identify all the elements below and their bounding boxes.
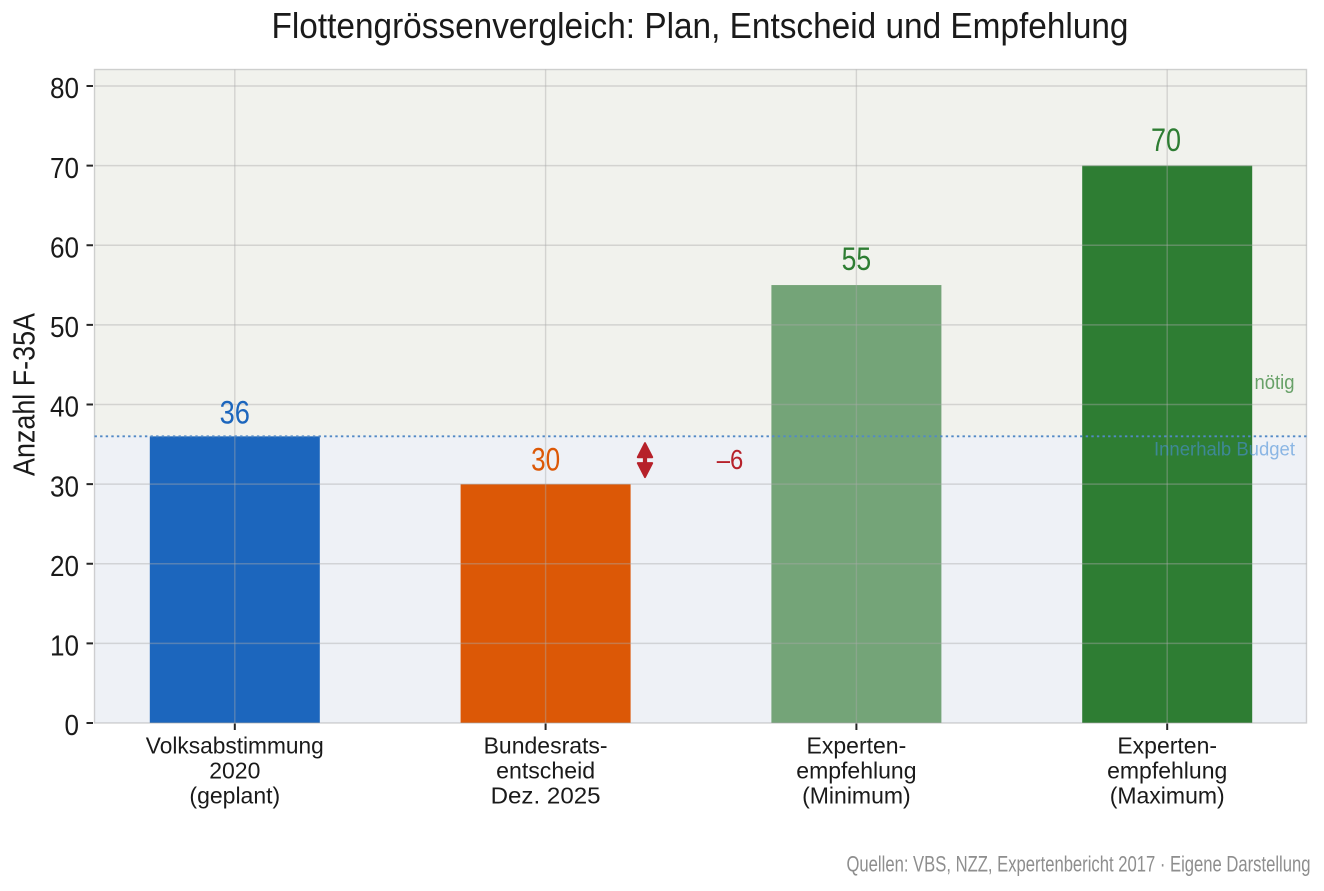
svg-text:Volksabstimmung: Volksabstimmung <box>146 733 324 759</box>
svg-text:–6: –6 <box>717 444 744 475</box>
svg-text:30: 30 <box>531 442 560 478</box>
svg-text:entscheid: entscheid <box>496 758 595 784</box>
svg-text:0: 0 <box>65 710 80 742</box>
svg-text:50: 50 <box>50 312 79 344</box>
svg-text:36: 36 <box>220 395 250 431</box>
svg-text:20: 20 <box>50 551 79 583</box>
svg-text:Dez. 2025: Dez. 2025 <box>491 783 601 809</box>
svg-text:Anzahl F-35A: Anzahl F-35A <box>7 313 42 476</box>
svg-text:Innerhalb Budget: Innerhalb Budget <box>1154 439 1296 460</box>
svg-text:70: 70 <box>1151 122 1181 158</box>
svg-text:empfehlung: empfehlung <box>796 758 916 784</box>
svg-text:Quellen: VBS, NZZ, Expertenber: Quellen: VBS, NZZ, Expertenbericht 2017 … <box>847 852 1311 877</box>
svg-text:55: 55 <box>842 241 872 277</box>
svg-text:80: 80 <box>50 73 79 105</box>
svg-text:(Maximum): (Maximum) <box>1110 783 1225 809</box>
svg-text:Bundesrats-: Bundesrats- <box>484 733 608 759</box>
svg-text:(Minimum): (Minimum) <box>802 783 911 809</box>
svg-text:70: 70 <box>50 153 79 185</box>
svg-text:2020: 2020 <box>209 758 260 784</box>
svg-text:Experten-: Experten- <box>1117 733 1217 759</box>
svg-text:10: 10 <box>50 631 79 663</box>
svg-text:empfehlung: empfehlung <box>1107 758 1227 784</box>
svg-text:(geplant): (geplant) <box>189 783 280 809</box>
svg-text:nötig: nötig <box>1255 372 1295 394</box>
svg-text:Experten-: Experten- <box>807 733 907 759</box>
svg-text:30: 30 <box>50 471 79 503</box>
svg-text:40: 40 <box>50 392 79 424</box>
svg-text:60: 60 <box>50 233 79 265</box>
svg-text:Flottengrössenvergleich: Plan,: Flottengrössenvergleich: Plan, Entscheid… <box>272 5 1129 46</box>
